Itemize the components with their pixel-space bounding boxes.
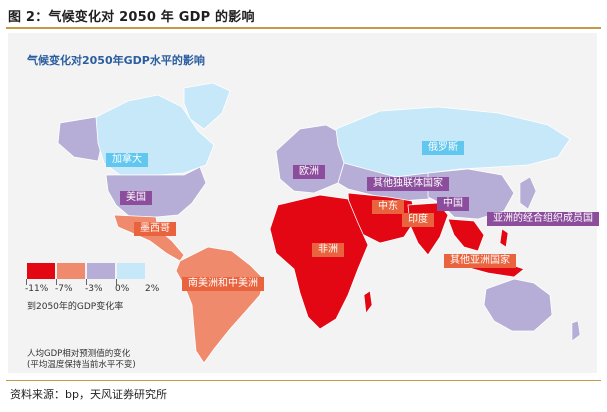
- map-title: 气候变化对2050年GDP水平的影响: [27, 54, 205, 67]
- australia-shape: [483, 278, 553, 332]
- label-middle-east: 中东: [372, 200, 404, 214]
- label-asean: 亚洲的经合组织成员国: [487, 212, 599, 226]
- legend-tick: 2%: [145, 284, 160, 294]
- legend-swatch: [117, 263, 145, 279]
- label-china: 中国: [437, 197, 469, 211]
- label-mexico: 墨西哥: [134, 222, 176, 236]
- legend-swatch: [27, 263, 55, 279]
- japan-shape: [519, 176, 537, 210]
- label-cis: 其他独联体国家: [367, 177, 449, 191]
- note-line-2: (平均温度保持当前水平不变): [27, 360, 136, 370]
- world-map: [57, 82, 581, 364]
- legend-divider: [26, 279, 27, 285]
- label-latam: 南美洲和中美洲: [182, 277, 264, 291]
- philippines-shape: [499, 228, 509, 248]
- label-russia: 俄罗斯: [422, 141, 464, 155]
- note-line-1: 人均GDP相对预测值的变化: [27, 349, 131, 359]
- legend-divider: [56, 279, 57, 285]
- label-usa: 美国: [120, 191, 152, 205]
- legend-divider: [86, 279, 87, 285]
- legend-tick: -3%: [85, 284, 103, 294]
- bottom-rule: [6, 380, 601, 381]
- figure-title: 图 2：气候变化对 2050 年 GDP 的影响: [8, 10, 255, 25]
- legend-swatch: [57, 263, 85, 279]
- madagascar-shape: [363, 290, 373, 314]
- source-text: 资料来源：bp，天风证券研究所: [10, 388, 167, 401]
- top-rule: [6, 27, 601, 29]
- southeast-asia-shape: [447, 218, 485, 252]
- new-zealand-shape: [571, 320, 581, 342]
- legend-caption: 到2050年的GDP变化率: [27, 302, 124, 312]
- label-other-asia: 其他亚洲国家: [444, 254, 516, 268]
- africa-shape: [269, 194, 369, 330]
- greenland-shape: [183, 82, 231, 130]
- legend-swatch: [87, 263, 115, 279]
- legend-tick: -7%: [55, 284, 73, 294]
- label-india: 印度: [402, 213, 434, 227]
- legend-tick: 0%: [115, 284, 130, 294]
- south-america-shape: [175, 246, 265, 364]
- label-africa: 非洲: [312, 243, 344, 257]
- label-canada: 加拿大: [106, 153, 148, 167]
- legend-divider: [116, 279, 117, 285]
- label-europe: 欧洲: [293, 165, 325, 179]
- legend-tick: -11%: [25, 284, 49, 294]
